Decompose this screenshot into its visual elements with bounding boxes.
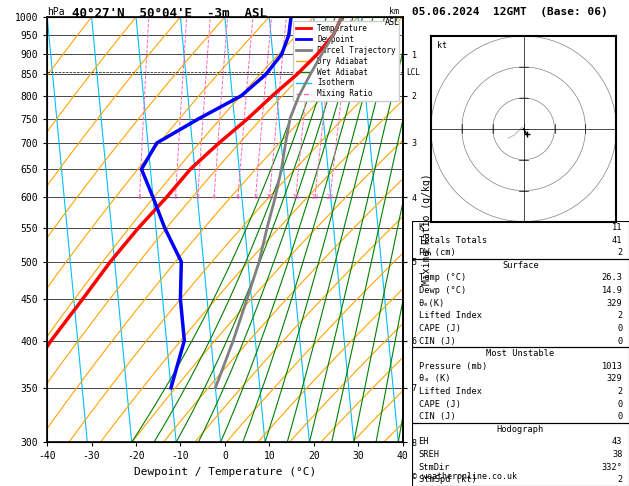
- Text: 10: 10: [265, 194, 274, 200]
- Y-axis label: Mixing Ratio (g/kg): Mixing Ratio (g/kg): [422, 174, 432, 285]
- Text: Most Unstable: Most Unstable: [486, 349, 555, 358]
- Text: CIN (J): CIN (J): [418, 336, 455, 346]
- Text: hPa: hPa: [47, 7, 65, 17]
- Text: PW (cm): PW (cm): [418, 248, 455, 257]
- Text: θₑ (K): θₑ (K): [418, 374, 450, 383]
- Text: 38: 38: [612, 450, 623, 459]
- Text: Temp (°C): Temp (°C): [418, 274, 465, 282]
- Text: 05.06.2024  12GMT  (Base: 06): 05.06.2024 12GMT (Base: 06): [412, 7, 608, 17]
- Legend: Temperature, Dewpoint, Parcel Trajectory, Dry Adiabat, Wet Adiabat, Isotherm, Mi: Temperature, Dewpoint, Parcel Trajectory…: [292, 21, 399, 102]
- Text: 0: 0: [617, 336, 623, 346]
- Text: 2: 2: [617, 475, 623, 484]
- Text: 6: 6: [236, 194, 240, 200]
- Text: 11: 11: [612, 223, 623, 232]
- Text: Dewp (°C): Dewp (°C): [418, 286, 465, 295]
- Text: 8: 8: [253, 194, 258, 200]
- Text: 2: 2: [174, 194, 177, 200]
- Text: 1013: 1013: [601, 362, 623, 371]
- Text: Lifted Index: Lifted Index: [418, 387, 482, 396]
- Text: CIN (J): CIN (J): [418, 412, 455, 421]
- Text: Surface: Surface: [502, 261, 539, 270]
- Text: SREH: SREH: [418, 450, 440, 459]
- Text: 0: 0: [617, 324, 623, 333]
- Text: StmSpd (kt): StmSpd (kt): [418, 475, 476, 484]
- Text: StmDir: StmDir: [418, 463, 450, 472]
- Text: CAPE (J): CAPE (J): [418, 399, 460, 409]
- Text: 15: 15: [291, 194, 300, 200]
- Text: 20: 20: [311, 194, 319, 200]
- Text: 26.3: 26.3: [601, 274, 623, 282]
- Text: CAPE (J): CAPE (J): [418, 324, 460, 333]
- Text: EH: EH: [418, 437, 429, 447]
- Text: 41: 41: [612, 236, 623, 244]
- Text: Lifted Index: Lifted Index: [418, 312, 482, 320]
- Text: 2: 2: [617, 248, 623, 257]
- Text: θₑ(K): θₑ(K): [418, 299, 445, 308]
- Text: Hodograph: Hodograph: [497, 425, 544, 434]
- Text: © weatheronline.co.uk: © weatheronline.co.uk: [412, 472, 517, 481]
- Text: 4: 4: [212, 194, 216, 200]
- Text: 329: 329: [607, 299, 623, 308]
- Text: 25: 25: [326, 194, 335, 200]
- Text: 43: 43: [612, 437, 623, 447]
- Text: Pressure (mb): Pressure (mb): [418, 362, 487, 371]
- Text: 0: 0: [617, 412, 623, 421]
- Text: 0: 0: [617, 399, 623, 409]
- Text: 3: 3: [196, 194, 200, 200]
- X-axis label: Dewpoint / Temperature (°C): Dewpoint / Temperature (°C): [134, 467, 316, 477]
- Text: km
ASL: km ASL: [384, 7, 399, 27]
- Text: 329: 329: [607, 374, 623, 383]
- Text: kt: kt: [437, 41, 447, 51]
- Text: LCL: LCL: [406, 68, 420, 77]
- Text: 1: 1: [137, 194, 142, 200]
- Text: 40°27'N  50°04'E  -3m  ASL: 40°27'N 50°04'E -3m ASL: [72, 7, 267, 20]
- Text: K: K: [418, 223, 424, 232]
- Text: 2: 2: [617, 312, 623, 320]
- Text: 14.9: 14.9: [601, 286, 623, 295]
- Text: 2: 2: [617, 387, 623, 396]
- Text: Totals Totals: Totals Totals: [418, 236, 487, 244]
- Text: 332°: 332°: [601, 463, 623, 472]
